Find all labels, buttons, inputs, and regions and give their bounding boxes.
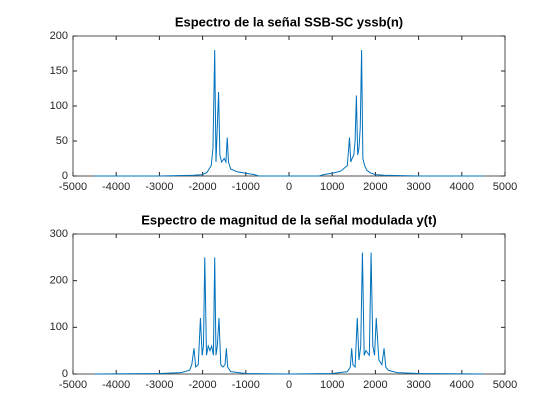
x-tick-label: -1000 bbox=[232, 181, 260, 193]
axes-box bbox=[72, 35, 506, 177]
y-tick-label: 150 bbox=[50, 65, 68, 77]
x-tick-label: 3000 bbox=[406, 379, 430, 391]
x-tick-label: 0 bbox=[286, 181, 292, 193]
x-tick-label: 3000 bbox=[406, 181, 430, 193]
y-tick-label: 300 bbox=[50, 228, 68, 240]
x-tick-label: -1000 bbox=[232, 379, 260, 391]
x-tick-label: 4000 bbox=[450, 181, 474, 193]
y-tick-label: 50 bbox=[56, 135, 68, 147]
x-tick-label: -3000 bbox=[145, 379, 173, 391]
spectrum-line bbox=[94, 49, 484, 177]
x-tick-label: 1000 bbox=[320, 181, 344, 193]
x-tick-label: 5000 bbox=[493, 379, 517, 391]
x-tick-label: -4000 bbox=[102, 181, 130, 193]
y-tick-label: 0 bbox=[62, 368, 68, 380]
y-tick-label: 100 bbox=[50, 100, 68, 112]
x-tick-label: -4000 bbox=[102, 379, 130, 391]
x-tick-label: -5000 bbox=[59, 181, 87, 193]
x-tick-label: 1000 bbox=[320, 379, 344, 391]
x-tick-label: 2000 bbox=[363, 379, 387, 391]
x-tick-label: 4000 bbox=[450, 379, 474, 391]
chart-title: Espectro de la señal SSB-SC yssb(n) bbox=[175, 14, 403, 29]
x-tick-label: 0 bbox=[286, 379, 292, 391]
y-tick-label: 100 bbox=[50, 321, 68, 333]
x-tick-label: -3000 bbox=[145, 181, 173, 193]
x-tick-label: -2000 bbox=[189, 379, 217, 391]
x-tick-label: 2000 bbox=[363, 181, 387, 193]
axes-box bbox=[72, 233, 506, 375]
y-tick-label: 200 bbox=[50, 30, 68, 42]
chart-title: Espectro de magnitud de la señal modulad… bbox=[141, 212, 436, 227]
spectrum-line bbox=[94, 252, 484, 375]
y-tick-label: 0 bbox=[62, 170, 68, 182]
y-tick-label: 200 bbox=[50, 275, 68, 287]
x-tick-label: -5000 bbox=[59, 379, 87, 391]
x-tick-label: 5000 bbox=[493, 181, 517, 193]
x-tick-label: -2000 bbox=[189, 181, 217, 193]
